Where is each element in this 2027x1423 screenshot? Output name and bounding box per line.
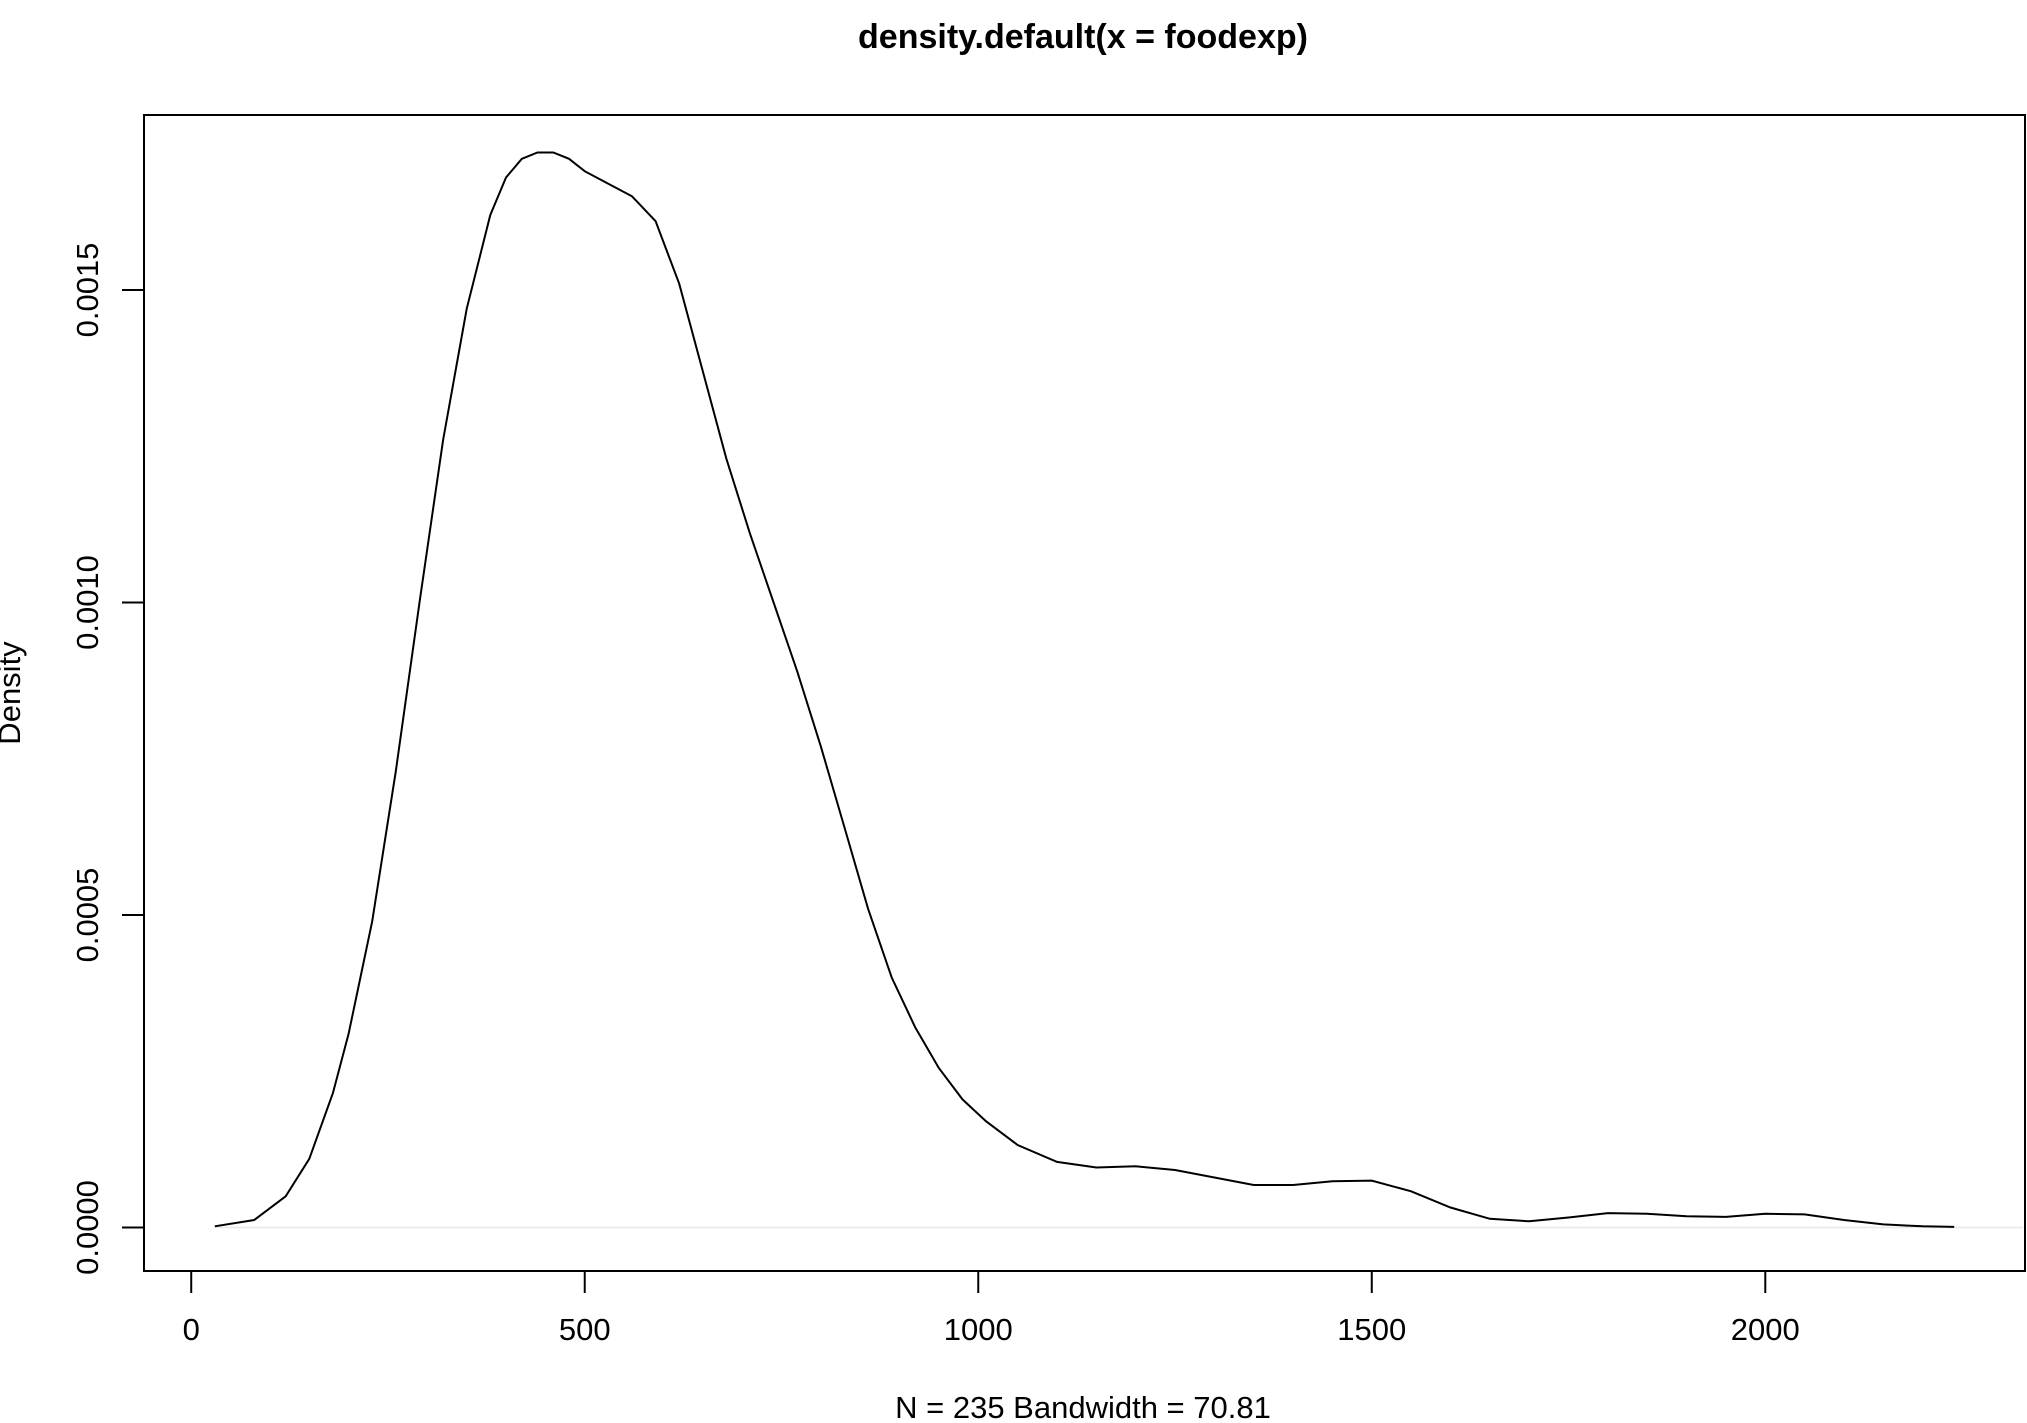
x-tick-label: 1000	[944, 1312, 1013, 1347]
x-tick-label: 0	[183, 1312, 200, 1347]
x-axis-label: N = 235 Bandwidth = 70.81	[895, 1390, 1271, 1423]
x-tick-label: 1500	[1337, 1312, 1406, 1347]
y-axis-label: Density	[0, 641, 27, 745]
chart-title: density.default(x = foodexp)	[858, 18, 1308, 56]
y-tick-label: 0.0005	[70, 868, 105, 963]
plot-frame	[143, 114, 2026, 1272]
y-tick-label: 0.0010	[70, 555, 105, 650]
y-axis: 0.0000 0.0005 0.0010 0.0015	[70, 243, 145, 1275]
density-curve	[214, 151, 1955, 1228]
y-tick-label: 0.0000	[70, 1180, 105, 1275]
x-tick-label: 2000	[1731, 1312, 1800, 1347]
x-tick-label: 500	[559, 1312, 611, 1347]
y-tick-label: 0.0015	[70, 243, 105, 338]
x-axis: 0 500 1000 1500 2000	[183, 1270, 1800, 1347]
